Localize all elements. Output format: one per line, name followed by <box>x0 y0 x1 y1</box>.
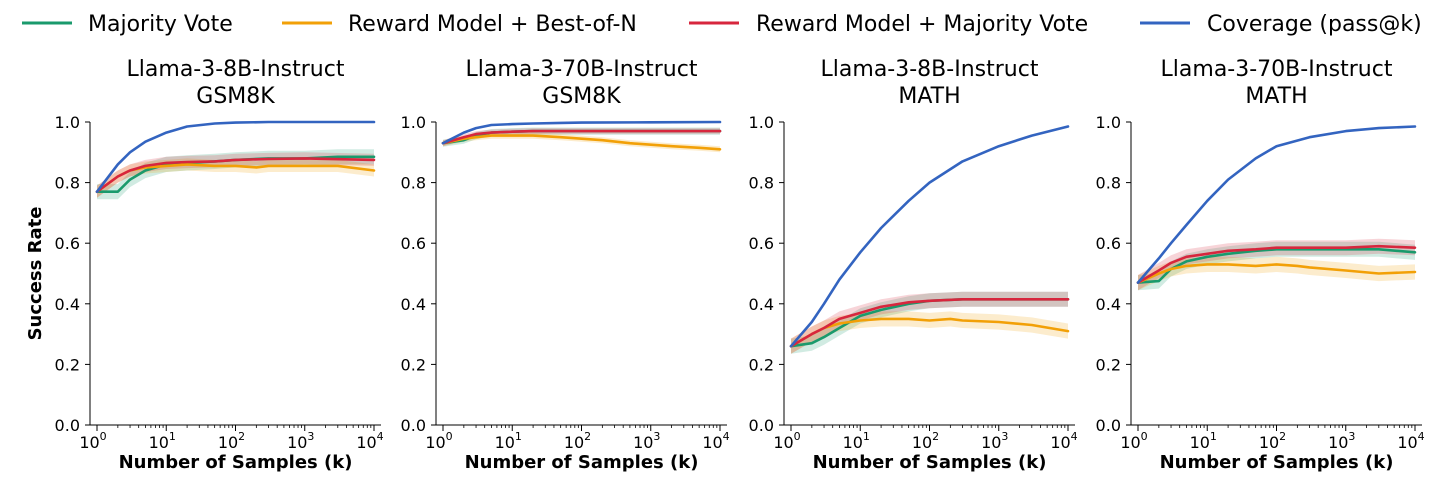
y-axis-label: Success Rate <box>25 207 46 341</box>
y-tick-label: 1.0 <box>401 113 426 132</box>
series-line-rm_mv <box>441 129 722 145</box>
x-tick-label: 102 <box>1259 430 1286 452</box>
panel-title: Llama-3-8B-Instruct <box>821 57 1039 82</box>
x-tick-label: 101 <box>1190 430 1217 452</box>
x-tick-label: 104 <box>1397 430 1424 452</box>
series-line-coverage <box>95 120 376 193</box>
x-tick-label: 100 <box>1120 430 1147 452</box>
series-line-rm_mv <box>95 157 376 193</box>
series-line-rm_mv <box>789 297 1070 348</box>
x-tick-label: 100 <box>79 430 106 452</box>
legend-item-majority_vote: Majority Vote <box>22 12 233 37</box>
legend: Majority Vote Reward Model + Best-of-N Rew… <box>22 12 1422 37</box>
y-tick-label: 0.6 <box>1096 234 1121 253</box>
series-line-rm_bon <box>441 134 722 151</box>
panel-title: Llama-3-8B-Instruct <box>127 57 345 82</box>
series-line-coverage <box>441 120 722 145</box>
y-tick-label: 0.0 <box>1096 416 1121 435</box>
y-tick-label: 0.8 <box>1096 174 1121 193</box>
series-line-rm_bon <box>1136 263 1417 284</box>
x-tick-label: 104 <box>356 430 383 452</box>
y-tick-label: 0.4 <box>1096 295 1121 314</box>
legend-label: Coverage (pass@k) <box>1207 12 1422 37</box>
series-line-coverage <box>789 125 1070 348</box>
x-tick-label: 100 <box>425 430 452 452</box>
x-tick-label: 103 <box>1328 430 1355 452</box>
y-tick-label: 0.4 <box>749 295 774 314</box>
x-tick-label: 100 <box>773 430 800 452</box>
y-tick-label: 0.8 <box>401 174 426 193</box>
x-tick-label: 101 <box>149 430 176 452</box>
y-tick-label: 0.0 <box>401 416 426 435</box>
y-tick-label: 1.0 <box>1096 113 1121 132</box>
y-tick-label: 0.2 <box>401 355 426 374</box>
x-tick-label: 103 <box>633 430 660 452</box>
x-tick-label: 103 <box>287 430 314 452</box>
y-tick-label: 0.6 <box>55 234 80 253</box>
y-tick-label: 0.2 <box>1096 355 1121 374</box>
series-line-coverage <box>1136 125 1417 284</box>
y-tick-label: 1.0 <box>749 113 774 132</box>
legend-label: Reward Model + Majority Vote <box>756 12 1088 37</box>
x-axis-label: Number of Samples (k) <box>119 452 353 473</box>
y-tick-label: 0.0 <box>55 416 80 435</box>
x-tick-label: 101 <box>843 430 870 452</box>
panel-subtitle: MATH <box>898 84 960 109</box>
x-tick-label: 104 <box>1050 430 1077 452</box>
x-tick-label: 102 <box>912 430 939 452</box>
y-tick-label: 0.6 <box>749 234 774 253</box>
x-tick-label: 102 <box>564 430 591 452</box>
band-rm_bon <box>443 132 720 153</box>
legend-item-rm_mv: Reward Model + Majority Vote <box>689 12 1088 37</box>
series-line-rm_mv <box>1136 244 1417 284</box>
y-tick-label: 0.0 <box>749 416 774 435</box>
legend-item-coverage: Coverage (pass@k) <box>1140 12 1422 37</box>
x-axis-label: Number of Samples (k) <box>813 452 1047 473</box>
panel-title: Llama-3-70B-Instruct <box>1161 57 1393 82</box>
band-rm_mv <box>1138 238 1415 291</box>
y-tick-label: 0.2 <box>55 355 80 374</box>
legend-label: Reward Model + Best-of-N <box>348 12 637 37</box>
x-tick-label: 103 <box>981 430 1008 452</box>
panel-title: Llama-3-70B-Instruct <box>466 57 698 82</box>
x-tick-label: 101 <box>495 430 522 452</box>
y-tick-label: 0.4 <box>55 295 80 314</box>
legend-item-rm_bon: Reward Model + Best-of-N <box>282 12 637 37</box>
x-tick-label: 102 <box>218 430 245 452</box>
legend-label: Majority Vote <box>88 12 233 37</box>
band-rm_mv <box>791 291 1068 354</box>
panel-subtitle: MATH <box>1245 84 1307 109</box>
x-axis-label: Number of Samples (k) <box>1160 452 1394 473</box>
band-rm_bon <box>97 158 374 198</box>
y-tick-label: 0.4 <box>401 295 426 314</box>
x-axis-label: Number of Samples (k) <box>465 452 699 473</box>
panel-subtitle: GSM8K <box>542 84 621 109</box>
y-tick-label: 0.2 <box>749 355 774 374</box>
panel-subtitle: GSM8K <box>196 84 275 109</box>
y-tick-label: 0.6 <box>401 234 426 253</box>
x-tick-label: 104 <box>702 430 729 452</box>
y-tick-label: 1.0 <box>55 113 80 132</box>
y-tick-label: 0.8 <box>749 174 774 193</box>
y-tick-label: 0.8 <box>55 174 80 193</box>
